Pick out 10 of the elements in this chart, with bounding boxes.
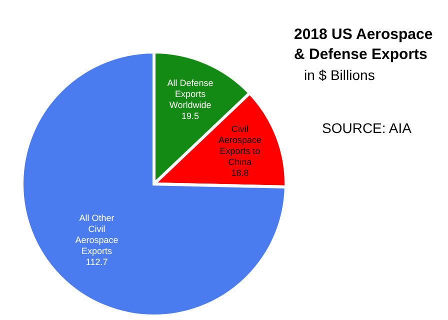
slice-label: All Defense Exports Worldwide [167, 78, 214, 110]
data-label: 19.5 [182, 110, 200, 121]
slice-label: All Other Civil Aerospace Exports [75, 212, 118, 256]
pie-slice [20, 50, 288, 318]
text: in $ Billions [304, 67, 375, 83]
source-note: SOURCE: AIA [322, 120, 412, 136]
data-label: 18.8 [231, 168, 249, 178]
slice-label: Civil Aerospace Exports to China [218, 124, 262, 167]
text: 2018 US Aerospace & Defense Exports [294, 26, 433, 63]
data-label: 112.7 [86, 256, 108, 267]
